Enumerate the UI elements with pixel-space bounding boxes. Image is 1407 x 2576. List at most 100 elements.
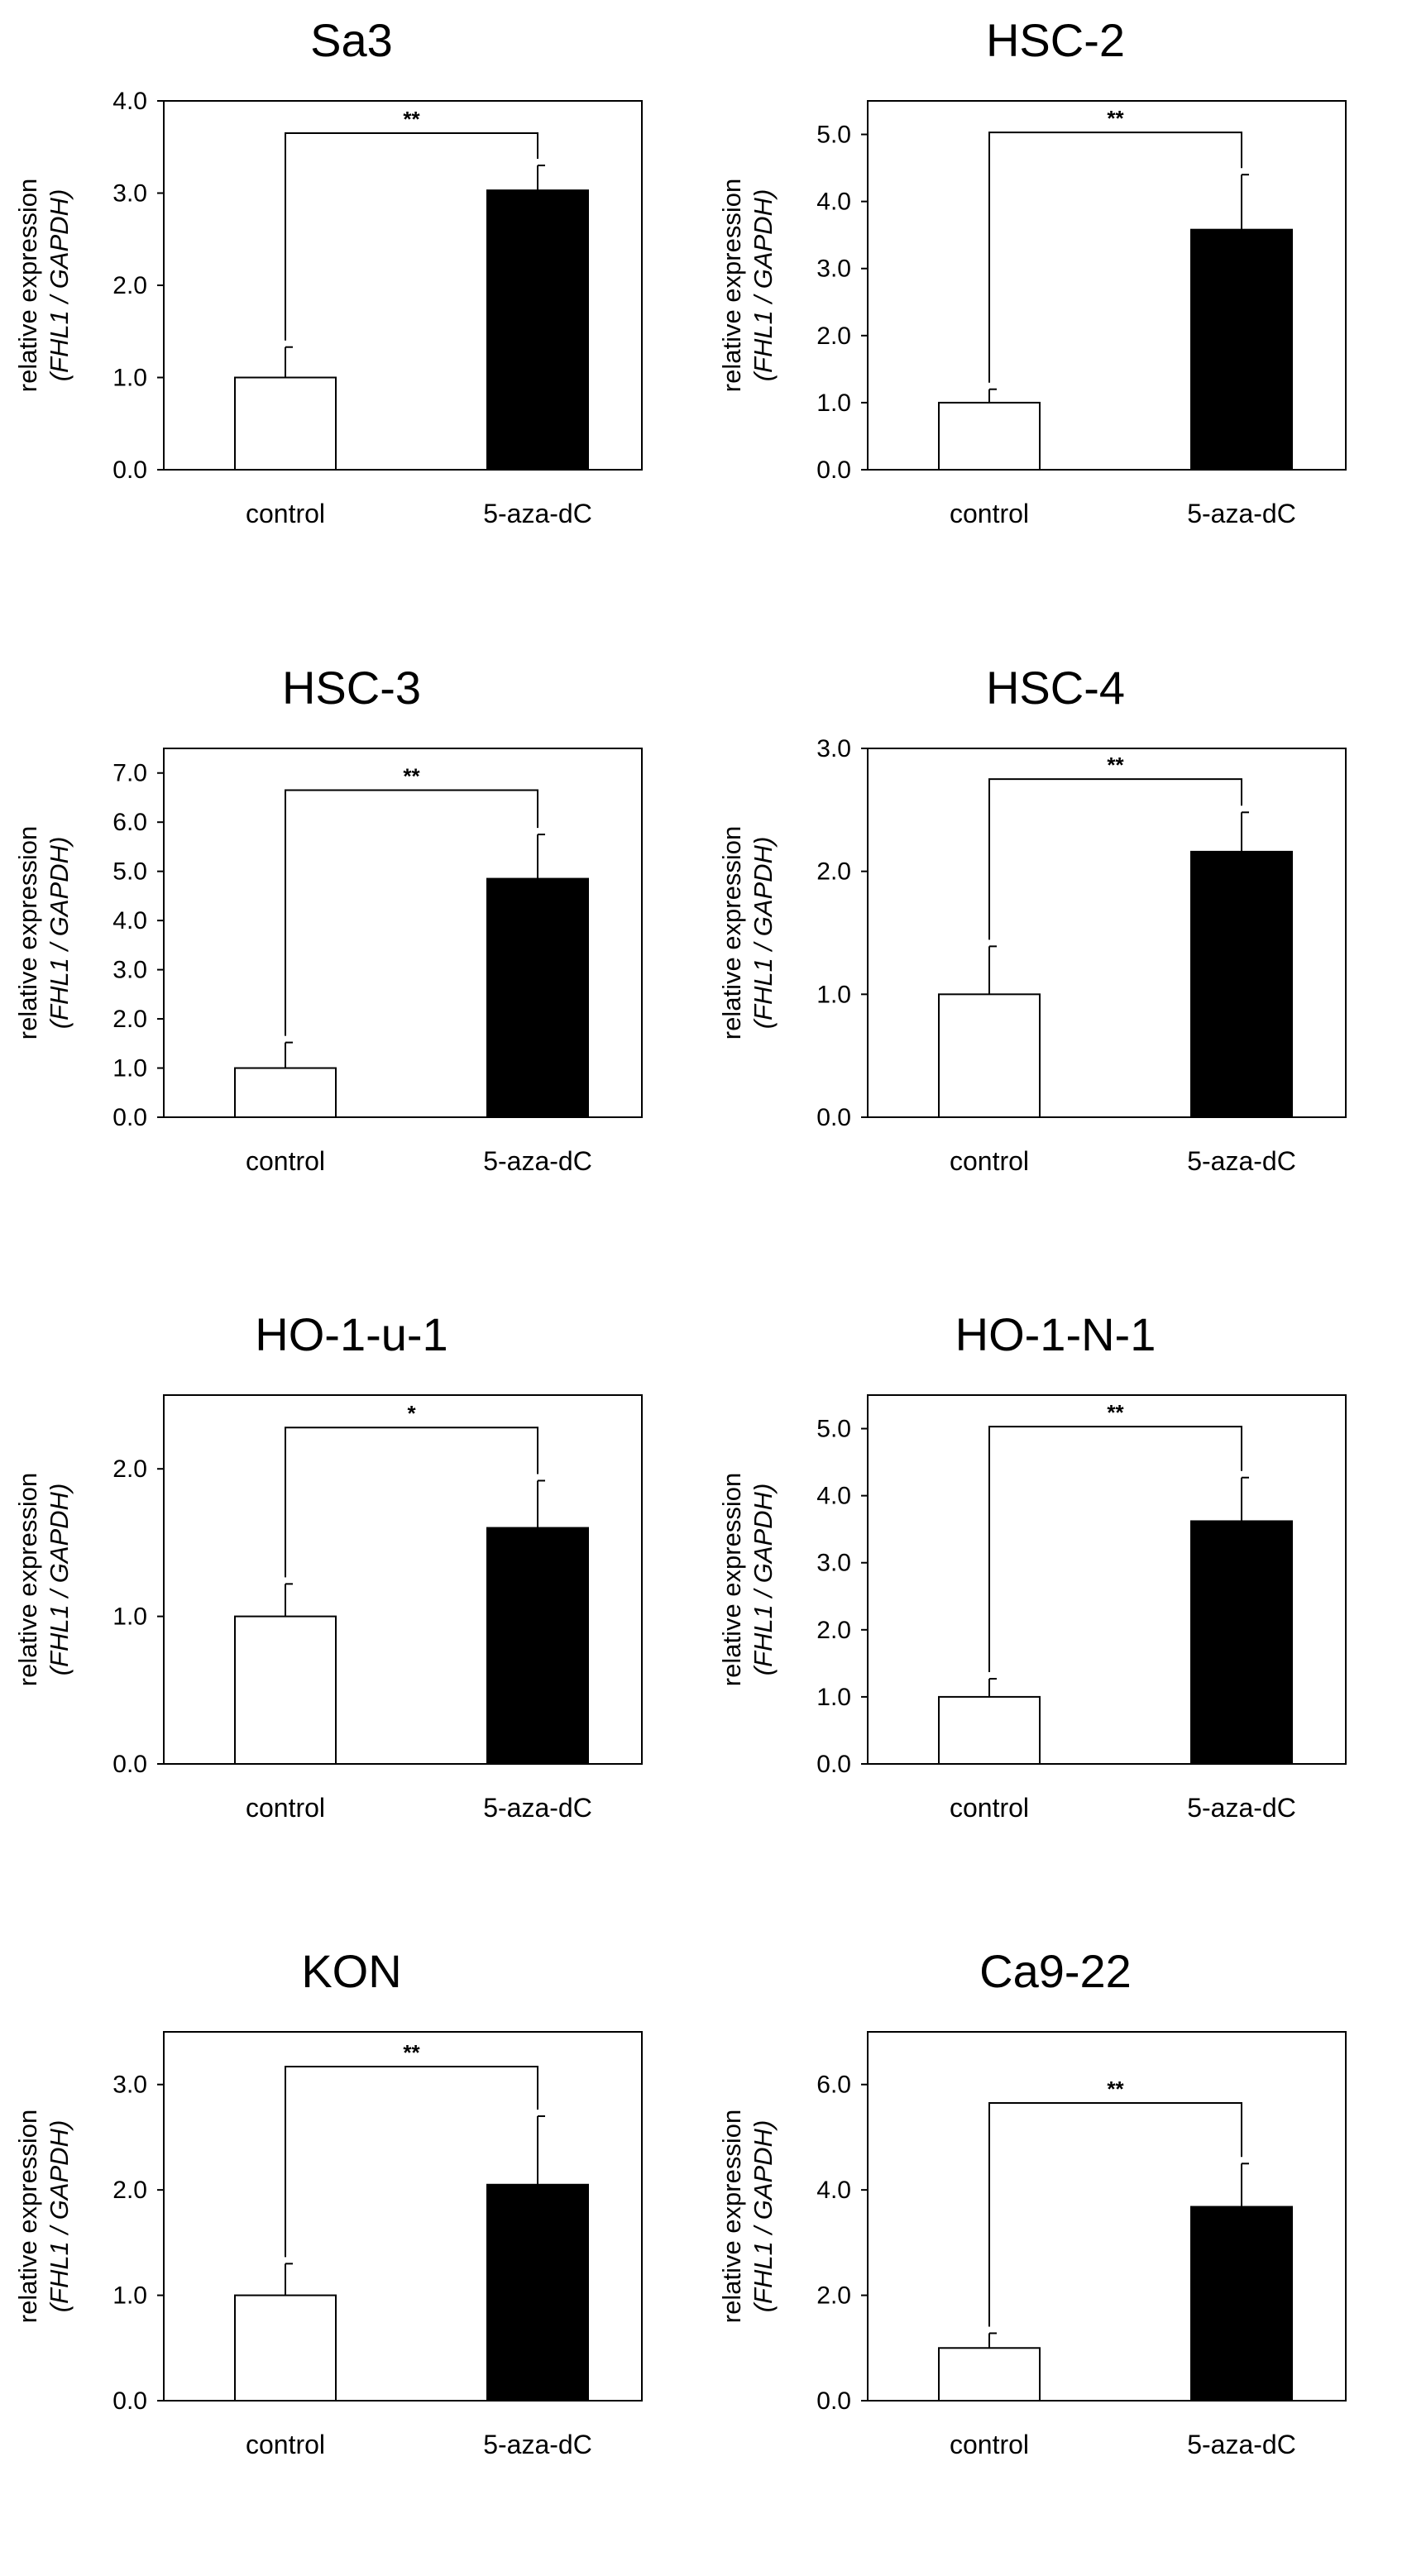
y-tick-label: 1.0 xyxy=(112,2282,147,2310)
chart-title: HO-1-u-1 xyxy=(255,1308,447,1360)
significance-marker: * xyxy=(407,1401,416,1426)
y-axis-label: relative expression xyxy=(13,1473,42,1686)
significance-bracket xyxy=(285,1427,538,1578)
y-tick-label: 3.0 xyxy=(112,957,147,984)
y-tick-label: 0.0 xyxy=(112,1751,147,1778)
y-axis-label: relative expression xyxy=(717,1473,746,1686)
y-axis-label: relative expression xyxy=(13,2110,42,2323)
significance-bracket xyxy=(285,2066,538,2258)
y-tick-label: 3.0 xyxy=(112,2072,147,2099)
significance-bracket xyxy=(988,778,1242,940)
chart-panel-sa3: Sa3 0.0 1.0 2.0 3.0 4.0 relative expression (FH… xyxy=(0,0,703,645)
bar-5-aza-dc xyxy=(486,2183,589,2402)
y-tick-label: 5.0 xyxy=(816,1416,851,1443)
y-axis-label-ratio: (FHL1 / GAPDH) xyxy=(45,2120,74,2313)
chart-panel-ho-1-u-1: HO-1-u-1 0.0 1.0 2.0 relative expression (FHL… xyxy=(0,1294,703,1939)
y-tick-label: 0.0 xyxy=(112,2387,147,2415)
y-tick-label: 1.0 xyxy=(816,981,851,1008)
category-label-5-aza-dc: 5-aza-dC xyxy=(483,2430,592,2459)
y-tick-label: 4.0 xyxy=(112,88,147,115)
chart-title: HSC-3 xyxy=(282,662,421,714)
significance-bracket xyxy=(285,132,538,341)
bar-control xyxy=(234,376,337,471)
chart-panel-hsc-3: HSC-3 0.0 1.0 2.0 3.0 4.0 5.0 6.0 7.0 relative ex… xyxy=(0,648,703,1293)
chart-title: HSC-4 xyxy=(986,662,1125,714)
y-tick-label: 0.0 xyxy=(112,456,147,484)
bar-control xyxy=(938,2347,1041,2402)
y-tick-label: 0.0 xyxy=(816,1751,851,1778)
chart-title: KON xyxy=(301,1945,401,1997)
chart-panel-hsc-4: HSC-4 0.0 1.0 2.0 3.0 relative expression (FHL… xyxy=(704,648,1407,1293)
plot-frame xyxy=(867,2031,1347,2402)
bar-5-aza-dc xyxy=(1190,2206,1293,2402)
y-tick-label: 2.0 xyxy=(112,1455,147,1483)
bar-chart-svg: HSC-2 0.0 1.0 2.0 3.0 4.0 5.0 relative expressi… xyxy=(717,14,1347,528)
plot-frame xyxy=(163,2031,643,2402)
bar-control xyxy=(938,401,1041,471)
y-axis-label-ratio: (FHL1 / GAPDH) xyxy=(45,189,74,382)
bar-control xyxy=(938,993,1041,1119)
significance-bracket xyxy=(988,1426,1242,1673)
plot-frame xyxy=(867,100,1347,471)
category-label-5-aza-dc: 5-aza-dC xyxy=(1187,2430,1296,2459)
bar-control xyxy=(234,2294,337,2402)
chart-panel-ca9-22: Ca9-22 0.0 2.0 4.0 6.0 relative expression (FH… xyxy=(704,1931,1407,2576)
y-axis-label: relative expression xyxy=(717,826,746,1039)
significance-marker: ** xyxy=(1107,106,1124,131)
y-axis-label: relative expression xyxy=(717,2110,746,2323)
bar-chart-svg: HO-1-N-1 0.0 1.0 2.0 3.0 4.0 5.0 relative expre… xyxy=(717,1308,1347,1823)
category-label-5-aza-dc: 5-aza-dC xyxy=(483,499,592,528)
significance-marker: ** xyxy=(403,107,420,131)
bar-chart-svg: Sa3 0.0 1.0 2.0 3.0 4.0 relative expression (FH… xyxy=(13,14,643,528)
y-tick-label: 5.0 xyxy=(816,122,851,149)
y-tick-label: 0.0 xyxy=(816,1104,851,1131)
y-tick-label: 4.0 xyxy=(816,1483,851,1510)
bar-control xyxy=(938,1695,1041,1765)
y-tick-label: 5.0 xyxy=(112,858,147,886)
y-tick-label: 0.0 xyxy=(816,456,851,484)
significance-marker: ** xyxy=(403,2040,420,2065)
category-label-control: control xyxy=(950,499,1029,528)
y-tick-label: 1.0 xyxy=(112,365,147,392)
y-tick-label: 1.0 xyxy=(112,1055,147,1082)
plot-frame xyxy=(163,1394,643,1765)
significance-bracket xyxy=(988,131,1242,383)
bar-control xyxy=(234,1615,337,1765)
bar-5-aza-dc xyxy=(486,877,589,1118)
y-tick-label: 7.0 xyxy=(112,760,147,787)
y-axis-label-ratio: (FHL1 / GAPDH) xyxy=(749,1484,778,1676)
y-tick-label: 3.0 xyxy=(816,735,851,762)
y-tick-label: 2.0 xyxy=(816,323,851,350)
y-axis-label: relative expression xyxy=(13,826,42,1039)
category-label-control: control xyxy=(246,1793,325,1823)
chart-panel-kon: KON 0.0 1.0 2.0 3.0 relative expression (FHL1 … xyxy=(0,1931,703,2576)
y-axis-label: relative expression xyxy=(13,179,42,392)
y-axis-label-ratio: (FHL1 / GAPDH) xyxy=(749,189,778,382)
y-tick-label: 4.0 xyxy=(816,2177,851,2204)
bar-control xyxy=(234,1067,337,1118)
y-tick-label: 2.0 xyxy=(816,1617,851,1644)
y-tick-label: 3.0 xyxy=(816,1550,851,1577)
y-axis-label-ratio: (FHL1 / GAPDH) xyxy=(749,837,778,1030)
category-label-control: control xyxy=(246,1146,325,1176)
significance-marker: ** xyxy=(403,764,420,789)
y-tick-label: 2.0 xyxy=(816,2282,851,2310)
chart-title: HSC-2 xyxy=(986,14,1125,66)
chart-title: Sa3 xyxy=(310,14,393,66)
category-label-control: control xyxy=(246,2430,325,2459)
bar-chart-svg: Ca9-22 0.0 2.0 4.0 6.0 relative expression (FH… xyxy=(717,1945,1347,2459)
y-axis-label: relative expression xyxy=(717,179,746,392)
bar-chart-svg: HSC-3 0.0 1.0 2.0 3.0 4.0 5.0 6.0 7.0 relative ex… xyxy=(13,662,643,1176)
bar-5-aza-dc xyxy=(486,189,589,471)
y-tick-label: 6.0 xyxy=(816,2072,851,2099)
y-tick-label: 6.0 xyxy=(112,809,147,836)
plot-frame xyxy=(867,748,1347,1118)
category-label-control: control xyxy=(950,1793,1029,1823)
significance-marker: ** xyxy=(1107,2077,1124,2101)
y-axis-label-ratio: (FHL1 / GAPDH) xyxy=(749,2120,778,2313)
bar-5-aza-dc xyxy=(486,1527,589,1765)
chart-panel-ho-1-n-1: HO-1-N-1 0.0 1.0 2.0 3.0 4.0 5.0 relative expre… xyxy=(704,1294,1407,1939)
y-tick-label: 3.0 xyxy=(816,256,851,283)
plot-frame xyxy=(163,748,643,1118)
plot-frame xyxy=(867,1394,1347,1765)
